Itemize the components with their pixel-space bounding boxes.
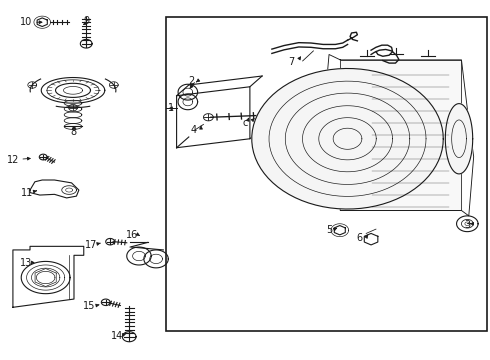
Text: 3: 3: [464, 220, 470, 230]
Text: 14: 14: [111, 331, 123, 341]
Text: 6: 6: [357, 233, 363, 243]
Text: 13: 13: [20, 258, 32, 268]
Text: 15: 15: [83, 301, 96, 311]
Polygon shape: [445, 104, 473, 174]
Text: 1: 1: [168, 103, 174, 113]
Polygon shape: [252, 68, 443, 209]
Text: 12: 12: [7, 155, 19, 165]
Text: 16: 16: [125, 230, 138, 239]
Text: 4: 4: [191, 125, 197, 135]
Text: 8: 8: [70, 127, 76, 136]
Text: 10: 10: [20, 17, 32, 27]
Text: c: c: [243, 118, 247, 128]
Text: 11: 11: [22, 188, 34, 198]
Text: 9: 9: [83, 17, 89, 27]
Text: 5: 5: [326, 225, 332, 235]
Text: 2: 2: [188, 76, 195, 86]
Text: 17: 17: [85, 239, 98, 249]
Text: 7: 7: [288, 57, 294, 67]
Polygon shape: [340, 60, 462, 211]
